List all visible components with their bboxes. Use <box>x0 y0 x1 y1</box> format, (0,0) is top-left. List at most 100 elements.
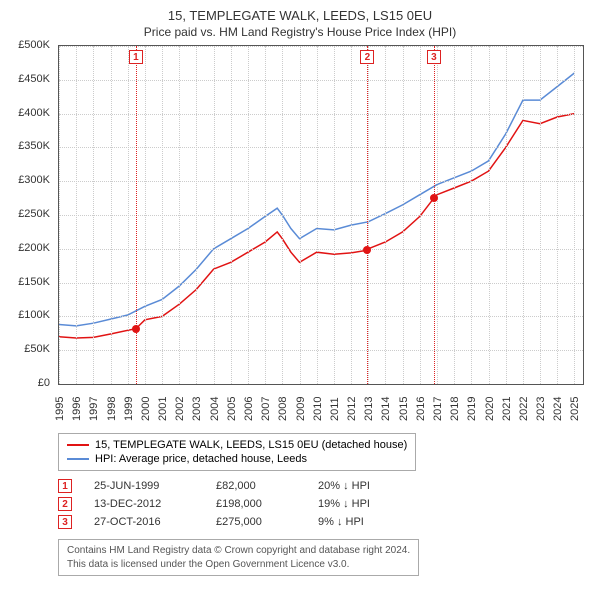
footer-attribution: Contains HM Land Registry data © Crown c… <box>58 539 419 576</box>
gridline-v <box>454 46 455 384</box>
gridline-v <box>540 46 541 384</box>
x-tick-label: 2020 <box>484 397 496 421</box>
y-tick-label: £0 <box>38 377 50 389</box>
gridline-v <box>59 46 60 384</box>
x-tick-label: 1996 <box>71 397 83 421</box>
footer-line-1: Contains HM Land Registry data © Crown c… <box>67 544 410 558</box>
gridline-v <box>231 46 232 384</box>
x-tick-label: 2016 <box>415 397 427 421</box>
sale-row-marker: 2 <box>58 497 72 511</box>
sale-row: 327-OCT-2016£275,0009% ↓ HPI <box>58 513 590 531</box>
legend-label: HPI: Average price, detached house, Leed… <box>95 453 307 465</box>
sale-row-marker: 1 <box>58 479 72 493</box>
plot-area-outer: 123 £0£50K£100K£150K£200K£250K£300K£350K… <box>58 45 584 427</box>
x-tick-label: 2014 <box>380 397 392 421</box>
x-tick-label: 1997 <box>88 397 100 421</box>
y-tick-label: £250K <box>18 208 50 220</box>
x-tick-label: 1998 <box>106 397 118 421</box>
gridline-v <box>351 46 352 384</box>
gridline-v <box>282 46 283 384</box>
x-tick-label: 2019 <box>466 397 478 421</box>
gridline-h <box>59 316 583 317</box>
sale-marker-line <box>367 46 368 384</box>
gridline-v <box>523 46 524 384</box>
sale-marker-box: 1 <box>129 50 143 64</box>
gridline-v <box>265 46 266 384</box>
chart-title: 15, TEMPLEGATE WALK, LEEDS, LS15 0EU <box>10 8 590 23</box>
sale-marker-line <box>136 46 137 384</box>
gridline-v <box>162 46 163 384</box>
y-tick-label: £150K <box>18 276 50 288</box>
gridline-v <box>506 46 507 384</box>
sale-row-delta: 19% ↓ HPI <box>318 498 408 510</box>
gridline-v <box>334 46 335 384</box>
chart-container: 15, TEMPLEGATE WALK, LEEDS, LS15 0EU Pri… <box>0 0 600 586</box>
y-tick-label: £100K <box>18 309 50 321</box>
x-tick-label: 2022 <box>518 397 530 421</box>
sale-dot <box>363 246 371 254</box>
sale-row: 2 13-DEC-2012 £198,000 19% ↓ HPI <box>58 495 590 513</box>
gridline-v <box>385 46 386 384</box>
chart-subtitle: Price paid vs. HM Land Registry's House … <box>10 25 590 39</box>
sale-marker-line <box>434 46 435 384</box>
sale-dot <box>132 325 140 333</box>
legend-label: 15, TEMPLEGATE WALK, LEEDS, LS15 0EU (de… <box>95 439 407 451</box>
plot-area: 1 2 3 <box>58 45 584 385</box>
sale-row-price: £198,000 <box>216 498 296 510</box>
y-axis-labels: £0£50K£100K£150K£200K£250K£300K£350K£400… <box>10 45 54 427</box>
sale-row-date: 13-DEC-2012 <box>94 498 194 510</box>
gridline-h <box>59 46 583 47</box>
gridline-h <box>59 283 583 284</box>
x-tick-label: 2011 <box>329 397 341 421</box>
sales-table: 1 25-JUN-1999 £82,000 20% ↓ HPI 2 13-DEC-2012… <box>58 477 590 531</box>
x-tick-label: 2013 <box>363 397 375 421</box>
legend-swatch <box>67 458 89 460</box>
gridline-v <box>179 46 180 384</box>
x-tick-label: 2004 <box>209 397 221 421</box>
y-tick-label: £450K <box>18 73 50 85</box>
legend-row: HPI: Average price, detached house, Leed… <box>67 452 407 466</box>
legend-swatch <box>67 444 89 446</box>
x-tick-label: 2005 <box>226 397 238 421</box>
y-tick-label: £350K <box>18 140 50 152</box>
gridline-v <box>317 46 318 384</box>
sale-row-date: 27-OCT-2016 <box>94 516 194 528</box>
sale-row-price: £82,000 <box>216 480 296 492</box>
y-tick-label: £400K <box>18 107 50 119</box>
gridline-h <box>59 384 583 385</box>
gridline-v <box>111 46 112 384</box>
gridline-h <box>59 147 583 148</box>
sale-row-date: 25-JUN-1999 <box>94 480 194 492</box>
sale-row: 1 25-JUN-1999 £82,000 20% ↓ HPI <box>58 477 590 495</box>
x-tick-label: 1999 <box>123 397 135 421</box>
gridline-h <box>59 80 583 81</box>
sale-marker-box: 3 <box>427 50 441 64</box>
gridline-v <box>437 46 438 384</box>
x-tick-label: 2001 <box>157 397 169 421</box>
x-tick-label: 2021 <box>501 397 513 421</box>
sale-row-delta: 9% ↓ HPI <box>318 516 408 528</box>
gridline-h <box>59 181 583 182</box>
sale-row-delta: 20% ↓ HPI <box>318 480 408 492</box>
x-tick-label: 2002 <box>174 397 186 421</box>
x-tick-label: 2024 <box>552 397 564 421</box>
gridline-v <box>145 46 146 384</box>
sale-row-marker: 3 <box>58 515 72 529</box>
gridline-v <box>368 46 369 384</box>
gridline-v <box>574 46 575 384</box>
x-tick-label: 2017 <box>432 397 444 421</box>
y-tick-label: £300K <box>18 174 50 186</box>
legend: 15, TEMPLEGATE WALK, LEEDS, LS15 0EU (de… <box>58 433 416 471</box>
x-tick-label: 2015 <box>398 397 410 421</box>
sale-marker-box: 2 <box>360 50 374 64</box>
x-tick-label: 2010 <box>312 397 324 421</box>
sale-dot <box>430 194 438 202</box>
gridline-v <box>248 46 249 384</box>
gridline-v <box>420 46 421 384</box>
legend-row: 15, TEMPLEGATE WALK, LEEDS, LS15 0EU (de… <box>67 438 407 452</box>
gridline-h <box>59 215 583 216</box>
y-tick-label: £200K <box>18 242 50 254</box>
y-tick-label: £500K <box>18 39 50 51</box>
gridline-v <box>76 46 77 384</box>
x-tick-label: 2023 <box>535 397 547 421</box>
